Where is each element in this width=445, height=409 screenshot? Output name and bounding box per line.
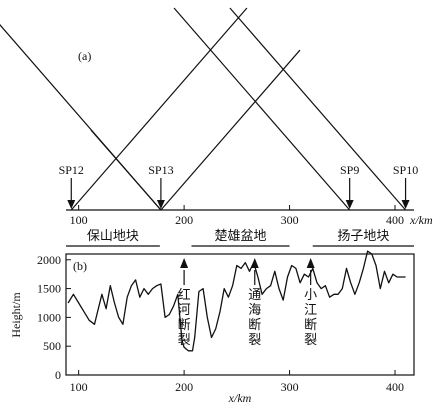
fault-label-char: 裂 <box>178 332 191 347</box>
shotpoint-arrow-head <box>401 200 410 209</box>
panel-b-x-label: x/km <box>228 391 252 405</box>
x-tick-label: 100 <box>70 380 88 394</box>
shotpoint-arrow-head <box>345 200 354 209</box>
fault-arrow-head <box>180 258 189 268</box>
fault-label-char: 裂 <box>304 332 317 347</box>
shotpoint-arrow-head <box>67 200 76 209</box>
y-tick-label: 500 <box>43 339 61 353</box>
fault-label-char: 裂 <box>248 332 261 347</box>
fault-label-char: 小 <box>304 287 317 302</box>
fault-label-char: 通 <box>248 287 261 302</box>
panel-a-tick-label: 400 <box>386 213 404 227</box>
fault-label-char: 河 <box>178 302 191 317</box>
panel-b-plot-frame <box>65 253 415 376</box>
panel-a-ticks <box>78 205 396 210</box>
shotpoints: SP12 SP13 SP9 SP10 <box>59 163 418 209</box>
regions: 保山地块 楚雄盆地 扬子地块 <box>66 228 414 247</box>
region-label: 楚雄盆地 <box>215 228 267 243</box>
panel-a-axis-unit: x/km <box>409 213 433 227</box>
region-label: 保山地块 <box>87 228 139 243</box>
shotpoint-label: SP9 <box>340 163 359 177</box>
x-tick-label: 400 <box>386 380 404 394</box>
panel-b-y-label: Height/m <box>9 292 23 338</box>
x-tick-label: 200 <box>175 380 193 394</box>
y-tick-label: 1000 <box>37 310 61 324</box>
panel-a-tick-label: 100 <box>70 213 88 227</box>
ray-paths <box>0 7 407 211</box>
fault-label-char: 断 <box>178 317 191 332</box>
ray-path <box>160 49 301 211</box>
fault-arrow-head <box>250 258 259 268</box>
elevation-profile-line <box>67 250 406 352</box>
ray-path <box>70 7 248 211</box>
panel-a-tick-label: 300 <box>281 213 299 227</box>
fault-label-char: 断 <box>304 317 317 332</box>
ray-path <box>173 7 351 211</box>
ray-path <box>229 7 407 211</box>
fault-label-char: 海 <box>248 302 261 317</box>
region-label: 扬子地块 <box>337 228 389 243</box>
shotpoint-arrow-head <box>156 200 165 209</box>
panel-a-label: (a) <box>78 49 91 63</box>
shotpoint-label: SP10 <box>393 163 418 177</box>
panel-b-ticks: 0 500 1000 1500 2000 100 200 300 400 <box>37 253 404 394</box>
ray-path <box>0 24 162 211</box>
fault-arrow-head <box>306 258 315 268</box>
shotpoint-label: SP13 <box>148 163 173 177</box>
y-tick-label: 1500 <box>37 282 61 296</box>
y-tick-label: 2000 <box>37 253 61 267</box>
fault-label-char: 江 <box>304 302 317 317</box>
panel-b-label: (b) <box>73 259 87 273</box>
x-tick-label: 300 <box>281 380 299 394</box>
fault-label-char: 断 <box>248 317 261 332</box>
y-tick-label: 0 <box>55 368 61 382</box>
panel-a-tick-label: 200 <box>175 213 193 227</box>
fault-label-char: 红 <box>178 287 191 302</box>
shotpoint-label: SP12 <box>59 163 84 177</box>
panel-a: (a) 100 200 300 400 x/km SP12 SP13 SP9 SP10… <box>0 7 433 247</box>
ray-path <box>90 129 162 211</box>
